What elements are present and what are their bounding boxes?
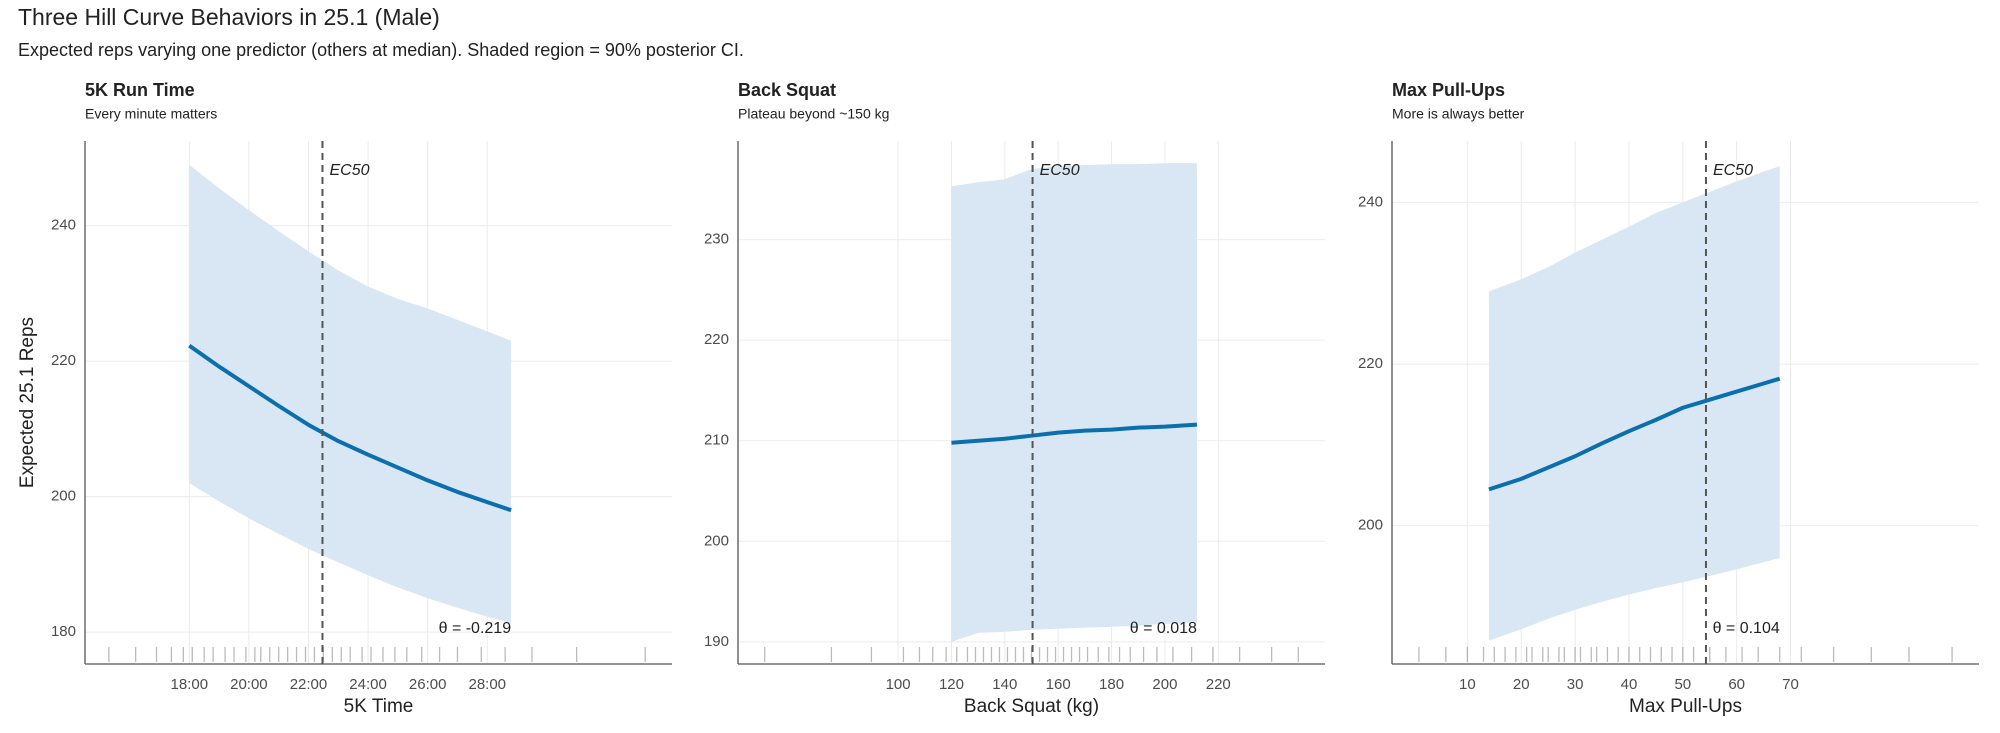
x-tick-label: 200 (1152, 676, 1177, 693)
mean-line (1488, 376, 1781, 492)
y-tick-label: 190 (704, 633, 729, 650)
x-tick-label: 120 (939, 676, 964, 693)
y-axis-label: Expected 25.1 Reps (17, 317, 38, 488)
x-tick-label: 100 (886, 676, 911, 693)
y-tick-label: 230 (704, 231, 729, 248)
ec50-label: EC50 (1713, 162, 1753, 179)
ec50-label: EC50 (1040, 162, 1080, 179)
x-tick-label: 10 (1459, 676, 1476, 693)
x-tick-label: 160 (1046, 676, 1071, 693)
theta-annotation: θ = 0.018 (1130, 620, 1197, 637)
theta-annotation: θ = 0.104 (1713, 620, 1780, 637)
x-tick-label: 20:00 (230, 676, 268, 693)
x-axis-label: 5K Time (344, 696, 414, 717)
x-tick-label: 60 (1728, 676, 1745, 693)
y-tick-label: 220 (51, 352, 76, 369)
panel-subtitle: Plateau beyond ~150 kg (738, 106, 889, 122)
y-tick-label: 240 (51, 217, 76, 234)
x-tick-label: 220 (1206, 676, 1231, 693)
x-tick-label: 28:00 (468, 676, 506, 693)
x-tick-label: 70 (1782, 676, 1799, 693)
x-tick-label: 140 (992, 676, 1017, 693)
y-tick-label: 220 (1358, 355, 1383, 372)
y-tick-label: 200 (704, 532, 729, 549)
y-tick-label: 220 (704, 331, 729, 348)
panel-title: 5K Run Time (85, 80, 195, 100)
x-tick-label: 30 (1567, 676, 1584, 693)
figure-title: Three Hill Curve Behaviors in 25.1 (Male… (18, 4, 440, 30)
x-tick-label: 18:00 (171, 676, 209, 693)
ci-band (951, 163, 1197, 642)
x-tick-label: 180 (1099, 676, 1124, 693)
ec50-label: EC50 (329, 162, 369, 179)
x-tick-label: 40 (1621, 676, 1638, 693)
y-tick-label: 200 (51, 488, 76, 505)
theta-annotation: θ = -0.219 (439, 620, 512, 637)
ci-band (189, 164, 512, 624)
x-axis-label: Max Pull-Ups (1629, 696, 1742, 717)
y-tick-label: 240 (1358, 193, 1383, 210)
panel-subtitle: Every minute matters (85, 106, 217, 122)
panel-subtitle: More is always better (1392, 106, 1525, 122)
y-tick-label: 180 (51, 623, 76, 640)
x-tick-label: 50 (1674, 676, 1691, 693)
x-tick-label: 26:00 (409, 676, 447, 693)
panel-title: Back Squat (738, 80, 836, 100)
y-tick-label: 210 (704, 432, 729, 449)
figure-subtitle: Expected reps varying one predictor (oth… (18, 40, 744, 60)
mean-line (188, 343, 512, 513)
panel-title: Max Pull-Ups (1392, 80, 1505, 100)
mean-line (951, 422, 1198, 445)
ci-band (1488, 166, 1780, 641)
x-tick-label: 22:00 (290, 676, 328, 693)
x-tick-label: 24:00 (349, 676, 387, 693)
x-axis-label: Back Squat (kg) (964, 696, 1099, 717)
x-tick-label: 20 (1513, 676, 1530, 693)
y-tick-label: 200 (1358, 517, 1383, 534)
